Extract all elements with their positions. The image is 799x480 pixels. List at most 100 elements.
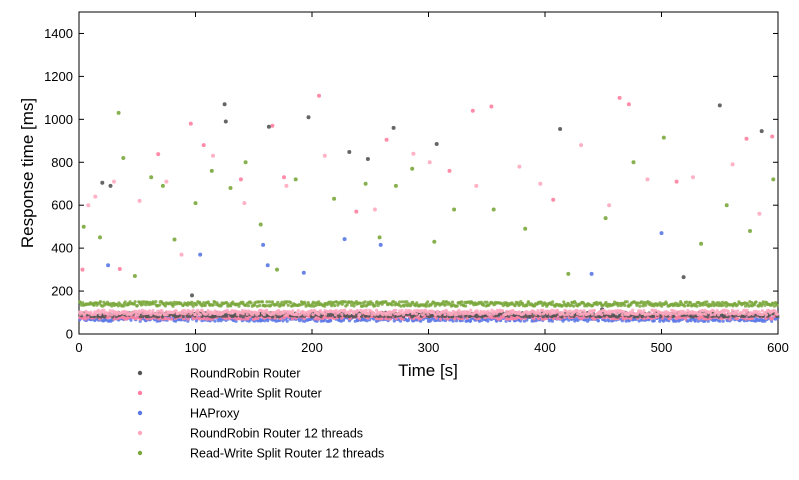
data-point (284, 313, 288, 317)
data-point (172, 237, 177, 242)
data-point (270, 123, 275, 128)
data-point (607, 203, 612, 208)
data-point (289, 301, 293, 305)
data-point (757, 211, 762, 216)
data-point (568, 309, 572, 313)
data-point (319, 309, 323, 313)
data-point (470, 108, 475, 113)
data-point (280, 300, 284, 304)
legend-marker (137, 430, 143, 436)
data-point (389, 313, 393, 317)
data-point (652, 319, 656, 323)
data-point (191, 308, 195, 312)
data-point (193, 201, 198, 206)
data-point (121, 156, 126, 160)
y-tick-label: 1200 (44, 69, 73, 84)
data-point (562, 313, 566, 317)
data-point (206, 300, 210, 304)
data-point (398, 300, 402, 304)
data-point (170, 317, 174, 321)
data-point (374, 308, 379, 312)
data-point (185, 314, 190, 319)
data-point (229, 304, 233, 308)
data-point (285, 300, 289, 304)
data-point (110, 313, 114, 317)
data-point (116, 110, 121, 115)
data-point (283, 310, 287, 314)
data-point (164, 179, 169, 184)
data-point (551, 300, 555, 304)
data-point (474, 183, 479, 188)
data-point (736, 317, 740, 321)
data-point (401, 317, 405, 321)
data-point (263, 319, 267, 323)
data-point (277, 309, 281, 314)
data-point (450, 300, 455, 304)
data-point (651, 314, 656, 318)
data-point (282, 175, 286, 180)
data-point (415, 315, 419, 319)
data-point (257, 300, 261, 304)
data-point (264, 304, 268, 308)
data-point (394, 308, 398, 312)
data-point (452, 207, 457, 212)
data-point (160, 183, 165, 188)
data-point (203, 303, 207, 307)
data-point (354, 209, 359, 214)
y-tick-label: 0 (66, 327, 73, 342)
data-point (391, 125, 396, 130)
data-point (237, 304, 241, 308)
data-point (151, 309, 155, 313)
data-point (365, 319, 369, 323)
data-point (772, 304, 777, 308)
legend-label: Read-Write Split Router 12 threads (190, 447, 384, 461)
data-point (154, 300, 158, 304)
data-point (414, 312, 418, 316)
data-point (620, 313, 624, 317)
data-point (413, 309, 417, 313)
data-point (241, 312, 245, 316)
data-point (135, 304, 139, 308)
data-point (190, 300, 194, 304)
data-point (671, 311, 675, 316)
data-point (455, 313, 459, 317)
series-4 (78, 110, 779, 308)
data-point (486, 319, 490, 323)
data-point (211, 303, 215, 307)
data-point (759, 129, 764, 134)
y-axis-label: Response time [ms] (18, 98, 37, 248)
data-point (144, 303, 148, 307)
data-point (452, 317, 457, 321)
data-point (343, 300, 348, 304)
data-point (603, 216, 608, 221)
data-point (725, 319, 729, 323)
data-point (743, 312, 747, 316)
data-point (459, 315, 463, 319)
data-point (718, 319, 722, 323)
data-point (242, 201, 247, 206)
data-point (98, 235, 102, 240)
data-point (103, 315, 107, 319)
data-point (684, 317, 688, 321)
data-point (427, 160, 432, 165)
data-point (400, 300, 404, 304)
data-point (342, 237, 347, 242)
data-point (106, 263, 111, 268)
data-point (259, 308, 263, 312)
data-point (691, 175, 695, 180)
data-point (587, 312, 591, 316)
data-point (358, 317, 362, 321)
data-point (216, 313, 220, 317)
data-point (421, 313, 425, 317)
data-point (108, 309, 112, 313)
x-tick-label: 500 (651, 340, 673, 355)
data-point (83, 312, 87, 317)
data-point (589, 271, 594, 276)
data-point (645, 177, 650, 182)
data-point (504, 301, 509, 305)
data-point (538, 312, 543, 316)
data-point (460, 300, 464, 304)
data-point (469, 308, 473, 312)
series-0 (78, 102, 780, 319)
data-point (550, 319, 555, 323)
